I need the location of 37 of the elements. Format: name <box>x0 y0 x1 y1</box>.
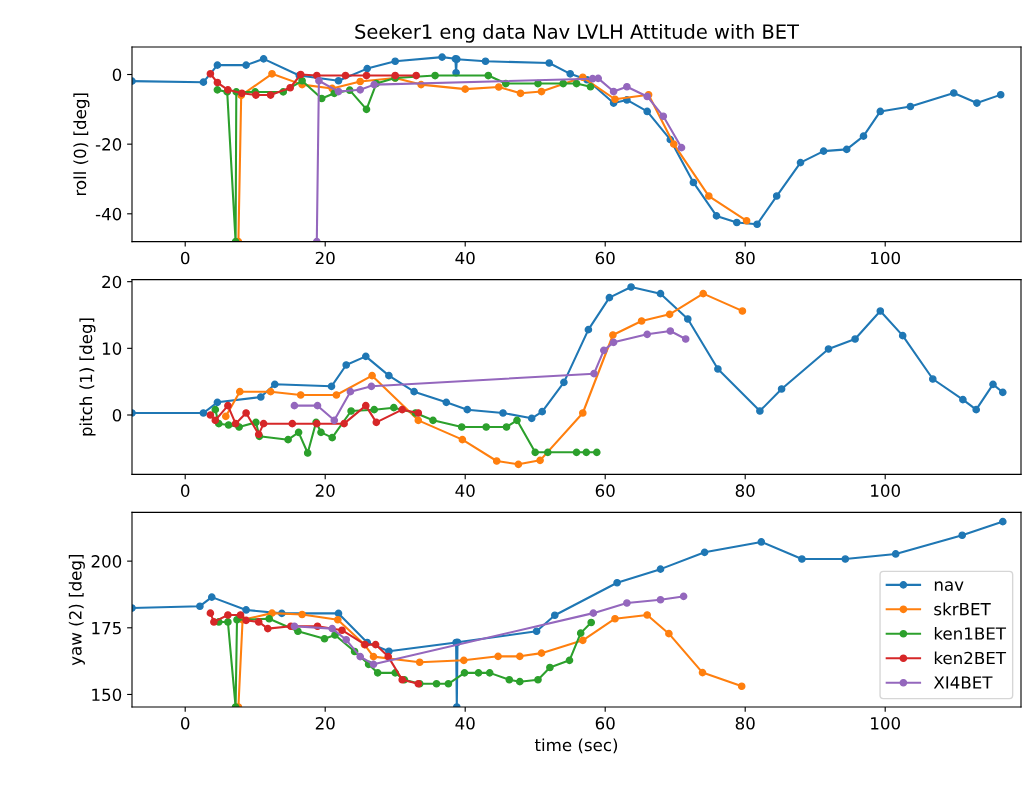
y-tick-label: 0 <box>112 68 122 82</box>
x-tick-label: 80 <box>735 717 755 730</box>
x-tick-label: 60 <box>595 251 615 265</box>
x-tick-label: 100 <box>871 251 900 265</box>
y-tick-label: 150 <box>92 688 122 702</box>
x-tick-label: 0 <box>181 717 190 730</box>
y-axis-title: roll (0) [deg] <box>73 93 90 196</box>
y-tick-label: -40 <box>95 207 122 221</box>
x-tick-label: 60 <box>595 717 615 730</box>
x-tick-label: 100 <box>871 717 900 730</box>
x-tick-label: 100 <box>871 484 900 497</box>
y-tick-label: 175 <box>92 621 121 635</box>
x-tick-label: 80 <box>735 484 755 497</box>
y-axis-title: pitch (1) [deg] <box>79 318 96 436</box>
x-tick-label: 20 <box>315 717 335 730</box>
legend-label: skrBET <box>934 602 991 616</box>
y-tick-label: -20 <box>95 138 122 151</box>
y-tick-label: 20 <box>102 275 122 289</box>
legend-label: ken1BET <box>934 626 1007 640</box>
legend-label: XI4BET <box>933 676 993 689</box>
x-tick-label: 40 <box>455 717 475 730</box>
legend-label: ken2BET <box>934 651 1007 665</box>
y-tick-label: 10 <box>102 342 122 355</box>
y-tick-label: 200 <box>91 555 122 568</box>
x-tick-label: 60 <box>595 484 615 497</box>
x-tick-label: 40 <box>455 484 475 497</box>
y-tick-label: 0 <box>112 408 122 422</box>
x-tick-label: 20 <box>315 251 335 265</box>
y-axis-title: yaw (2) [deg] <box>68 554 85 666</box>
x-tick-label: 0 <box>181 484 190 497</box>
x-tick-label: 80 <box>735 251 755 265</box>
x-axis-title: time (sec) <box>534 738 618 754</box>
x-tick-label: 20 <box>315 484 335 497</box>
chart-title: Seeker1 eng data Nav LVLH Attitude with BET <box>355 23 799 43</box>
legend-label: nav <box>934 581 964 591</box>
x-tick-label: 40 <box>455 251 475 265</box>
x-tick-label: 0 <box>181 251 190 265</box>
